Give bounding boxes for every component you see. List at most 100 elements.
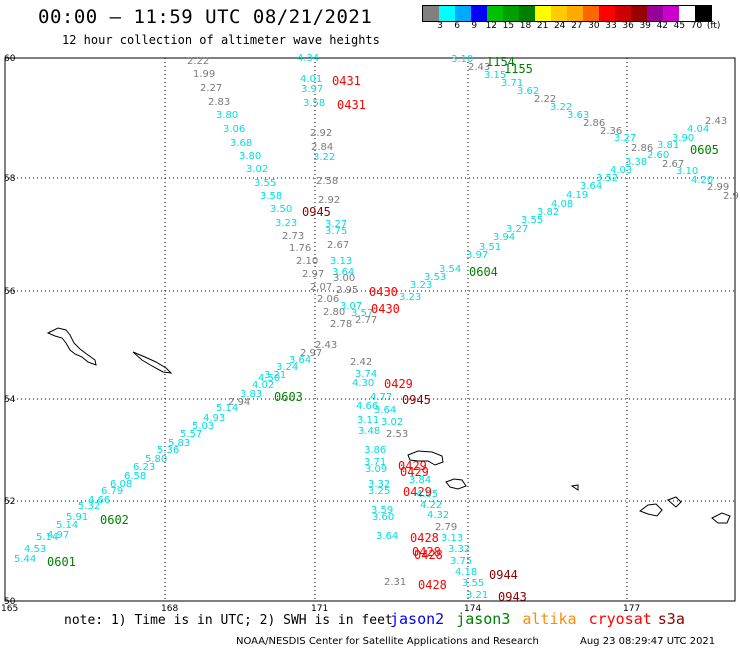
legend-label: 39	[639, 21, 651, 31]
wave-height-value: 3.23	[275, 218, 297, 229]
wave-height-value: 3.71	[501, 78, 523, 89]
wave-height-value: 5.80	[145, 454, 167, 465]
wave-height-value: 3.60	[372, 512, 394, 523]
island-outline	[638, 503, 663, 517]
color-scale-legend	[422, 5, 712, 22]
wave-height-value: 4.77	[370, 392, 392, 403]
legend-swatch	[583, 6, 599, 21]
wave-height-value: 3.32	[368, 479, 390, 490]
pass-time-label: 0605	[690, 143, 719, 157]
wave-height-value: 6.23	[133, 462, 155, 473]
wave-height-value: 3.59	[371, 505, 393, 516]
wave-height-value: 5.32	[78, 501, 100, 512]
legend-swatch	[455, 6, 471, 21]
pass-time-label: 0945	[302, 205, 331, 219]
wave-height-value: 3.27	[614, 133, 636, 144]
wave-height-value: 3.32	[448, 544, 470, 555]
satellite-legend: jason2 jason3 altika cryosat s3a	[390, 610, 697, 628]
wave-height-value: 3.50	[270, 204, 292, 215]
wave-height-value: 1.76	[289, 243, 311, 254]
wave-height-value: 3.21	[264, 370, 286, 381]
wave-height-value: 4.32	[427, 510, 449, 521]
wave-height-value: 4.19	[566, 190, 588, 201]
island-outline	[46, 327, 97, 366]
wave-height-value: 5.91	[66, 512, 88, 523]
wave-height-value: 3.27	[506, 224, 528, 235]
wave-height-value: 3.64	[374, 405, 396, 416]
wave-height-value: 2.99	[707, 182, 729, 193]
legend-swatch	[519, 6, 535, 21]
wave-height-value: 6.08	[110, 479, 132, 490]
wave-height-value: 3.90	[672, 133, 694, 144]
wave-height-value: 3.63	[567, 110, 589, 121]
pass-time-label: 0428	[418, 578, 447, 592]
pass-time-label: 0429	[384, 377, 413, 391]
wave-height-value: 3.09	[365, 464, 387, 475]
wave-height-value: 3.71	[364, 457, 386, 468]
wave-height-value: 3.51	[479, 242, 501, 253]
axis-tick-labels: 165 168 171 174 177 60 58 56 54 52 50	[1, 54, 640, 614]
wave-height-value: 4.30	[352, 378, 374, 389]
latitude-tick-label: 50	[4, 597, 16, 607]
legend-swatch	[631, 6, 647, 21]
wave-height-value: 2.92	[318, 195, 340, 206]
pass-time-label: 0601	[47, 555, 76, 569]
generated-timestamp: Aug 23 08:29:47 UTC 2021	[580, 636, 716, 647]
legend-label: 15	[502, 21, 515, 31]
wave-height-value: 2.43	[315, 340, 337, 351]
color-scale-labels: 3 6 9 12 15 18 21 24 27 30 33 36 39 42 45 70 (ft)	[424, 21, 734, 33]
legend-label: (ft)	[706, 21, 721, 31]
legend-swatch	[663, 6, 679, 21]
wave-height-value: 4.93	[203, 413, 225, 424]
wave-height-value: 2.58	[316, 176, 338, 187]
legend-swatch	[503, 6, 519, 21]
wave-height-value: 3.64	[376, 531, 398, 542]
wave-height-value: 5.36	[157, 445, 179, 456]
wave-height-value: 3.81	[657, 140, 679, 151]
legend-swatch	[567, 6, 583, 21]
legend-label: 33	[605, 21, 617, 31]
wave-height-value: 3.86	[364, 445, 386, 456]
pass-time-label: 0603	[274, 390, 303, 404]
wave-height-value: 3.83	[240, 389, 262, 400]
wave-height-value: 5.44	[14, 554, 36, 565]
wave-height-value: 4.53	[24, 544, 46, 555]
pass-time-label: 0428	[414, 548, 443, 562]
wave-height-value: 3.75	[450, 556, 472, 567]
wave-height-value: 3.58	[260, 191, 282, 202]
pass-time-label: 0429	[398, 459, 427, 473]
wave-height-value: 2.86	[583, 118, 605, 129]
wave-height-value: 5.03	[192, 421, 214, 432]
legend-label: 70	[690, 21, 703, 31]
wave-height-value: 3.10	[676, 166, 698, 177]
wave-height-value: 4.08	[551, 199, 573, 210]
wave-height-value: 3.22	[550, 102, 572, 113]
longitude-tick-label: 168	[161, 604, 178, 614]
wave-height-value: 3.55	[462, 578, 484, 589]
pass-time-label: 0943	[498, 590, 527, 604]
legend-swatch	[423, 6, 439, 21]
satellite-name-jason3: jason3	[456, 610, 511, 628]
wave-height-value: 2.27	[200, 83, 222, 94]
wave-height-value: 3.22	[313, 152, 335, 163]
wave-height-value: 2.97	[302, 269, 324, 280]
satellite-name-jason2: jason2	[390, 610, 445, 628]
legend-swatch	[487, 6, 503, 21]
latitude-tick-label: 58	[4, 174, 16, 184]
wave-height-value: 4.01	[300, 74, 322, 85]
wave-height-value: 2.60	[647, 150, 669, 161]
legend-label: 30	[588, 21, 600, 31]
wave-height-value: 2.95	[336, 285, 358, 296]
wave-height-value: 3.48	[358, 426, 380, 437]
wave-height-value: 3.82	[537, 207, 559, 218]
wave-height-readings: 2.22 1.99 2.27 2.83 3.80 3.06 3.68 3.80 3.02 3.55…	[14, 53, 739, 601]
legend-label: 9	[471, 21, 478, 31]
legend-swatch	[647, 6, 663, 21]
wave-height-value: 3.52	[596, 173, 618, 184]
legend-label: 18	[519, 21, 532, 31]
wave-height-value: 3.94	[493, 232, 515, 243]
island-outline	[132, 351, 173, 374]
wave-height-value: 5.14	[36, 532, 58, 543]
pass-time-label: 1154	[486, 55, 515, 69]
latitude-tick-label: 52	[4, 497, 15, 507]
